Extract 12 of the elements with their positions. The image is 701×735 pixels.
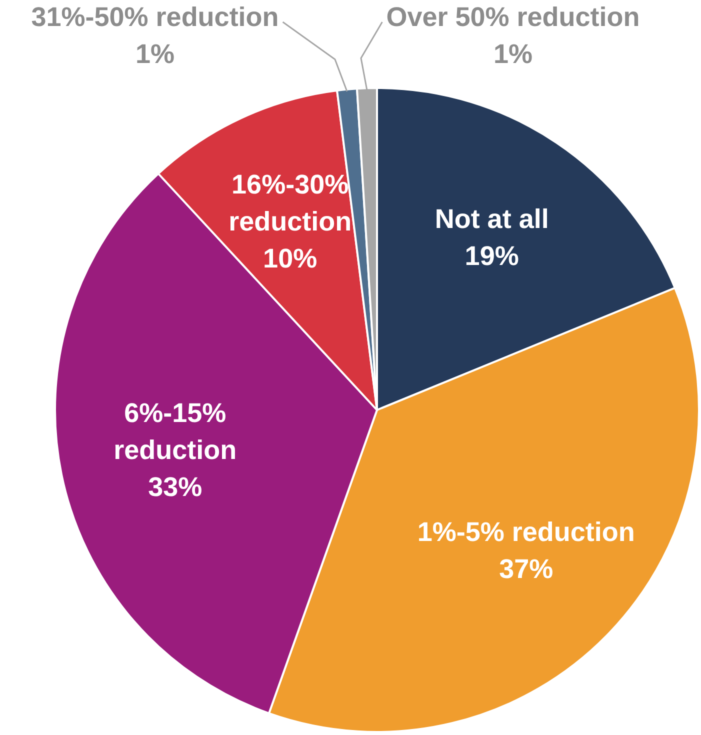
- data-label: 37%: [499, 554, 554, 584]
- data-label: 1%: [135, 38, 175, 69]
- slice-label: 6%-15% reduction: [114, 398, 237, 465]
- data-label: 33%: [148, 472, 202, 502]
- slice-label: Over 50% reduction: [386, 2, 640, 32]
- slice-label: 16%-30% reduction: [228, 170, 352, 237]
- data-label: 10%: [263, 244, 318, 274]
- data-label: 19%: [464, 240, 519, 271]
- slice-label: 31%-50% reduction: [31, 2, 279, 32]
- slice-label: 1%-5% reduction: [417, 517, 635, 548]
- data-label: 1%: [493, 38, 533, 69]
- slice-label: Not at all: [434, 204, 549, 234]
